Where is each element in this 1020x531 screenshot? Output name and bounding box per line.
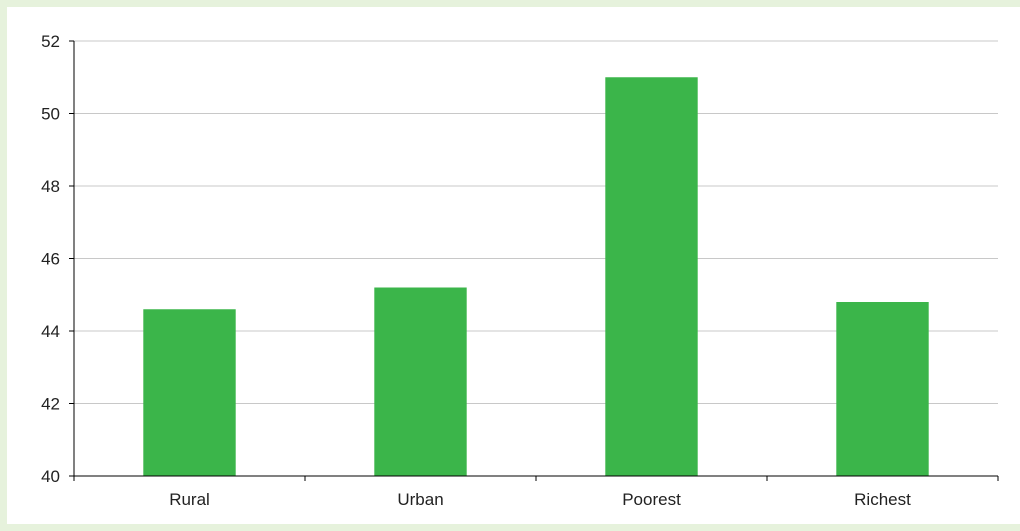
bar-urban — [374, 287, 467, 476]
bar-richest — [836, 302, 929, 476]
y-tick-label: 52 — [41, 32, 60, 51]
axes — [69, 40, 999, 481]
y-tick-label: 40 — [41, 467, 60, 486]
x-tick-label-poorest: Poorest — [622, 490, 681, 509]
y-tick-label: 44 — [41, 322, 60, 341]
x-tick-labels: Rural Urban Poorest Richest — [169, 490, 911, 509]
bars — [143, 77, 929, 476]
x-tick-label-rural: Rural — [169, 490, 210, 509]
y-tick-labels: 40 42 44 46 48 50 52 — [41, 32, 60, 486]
bar-poorest — [605, 77, 698, 476]
y-tick-label: 50 — [41, 105, 60, 124]
y-tick-label: 46 — [41, 250, 60, 269]
x-tick-label-urban: Urban — [397, 490, 443, 509]
bar-rural — [143, 309, 236, 476]
y-tick-label: 42 — [41, 395, 60, 414]
x-tick-label-richest: Richest — [854, 490, 911, 509]
y-tick-label: 48 — [41, 177, 60, 196]
